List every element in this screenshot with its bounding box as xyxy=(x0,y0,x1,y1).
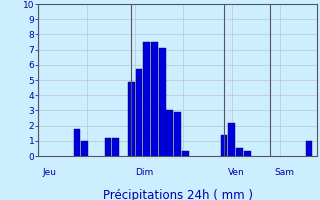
Bar xyxy=(228,123,235,156)
Bar xyxy=(74,129,80,156)
Bar xyxy=(166,110,173,156)
Bar xyxy=(174,112,181,156)
Bar xyxy=(306,141,312,156)
Bar xyxy=(112,138,119,156)
Bar xyxy=(128,82,135,156)
Text: Ven: Ven xyxy=(228,168,244,177)
Bar xyxy=(136,69,142,156)
Text: Dim: Dim xyxy=(135,168,153,177)
Bar xyxy=(151,42,158,156)
Text: Jeu: Jeu xyxy=(42,168,56,177)
Text: Sam: Sam xyxy=(274,168,294,177)
Bar xyxy=(143,42,150,156)
Bar xyxy=(244,151,251,156)
Bar xyxy=(182,151,189,156)
Bar xyxy=(220,135,228,156)
Bar xyxy=(81,141,88,156)
Bar xyxy=(105,138,111,156)
Bar xyxy=(159,48,165,156)
Bar xyxy=(236,148,243,156)
Text: Précipitations 24h ( mm ): Précipitations 24h ( mm ) xyxy=(103,189,252,200)
